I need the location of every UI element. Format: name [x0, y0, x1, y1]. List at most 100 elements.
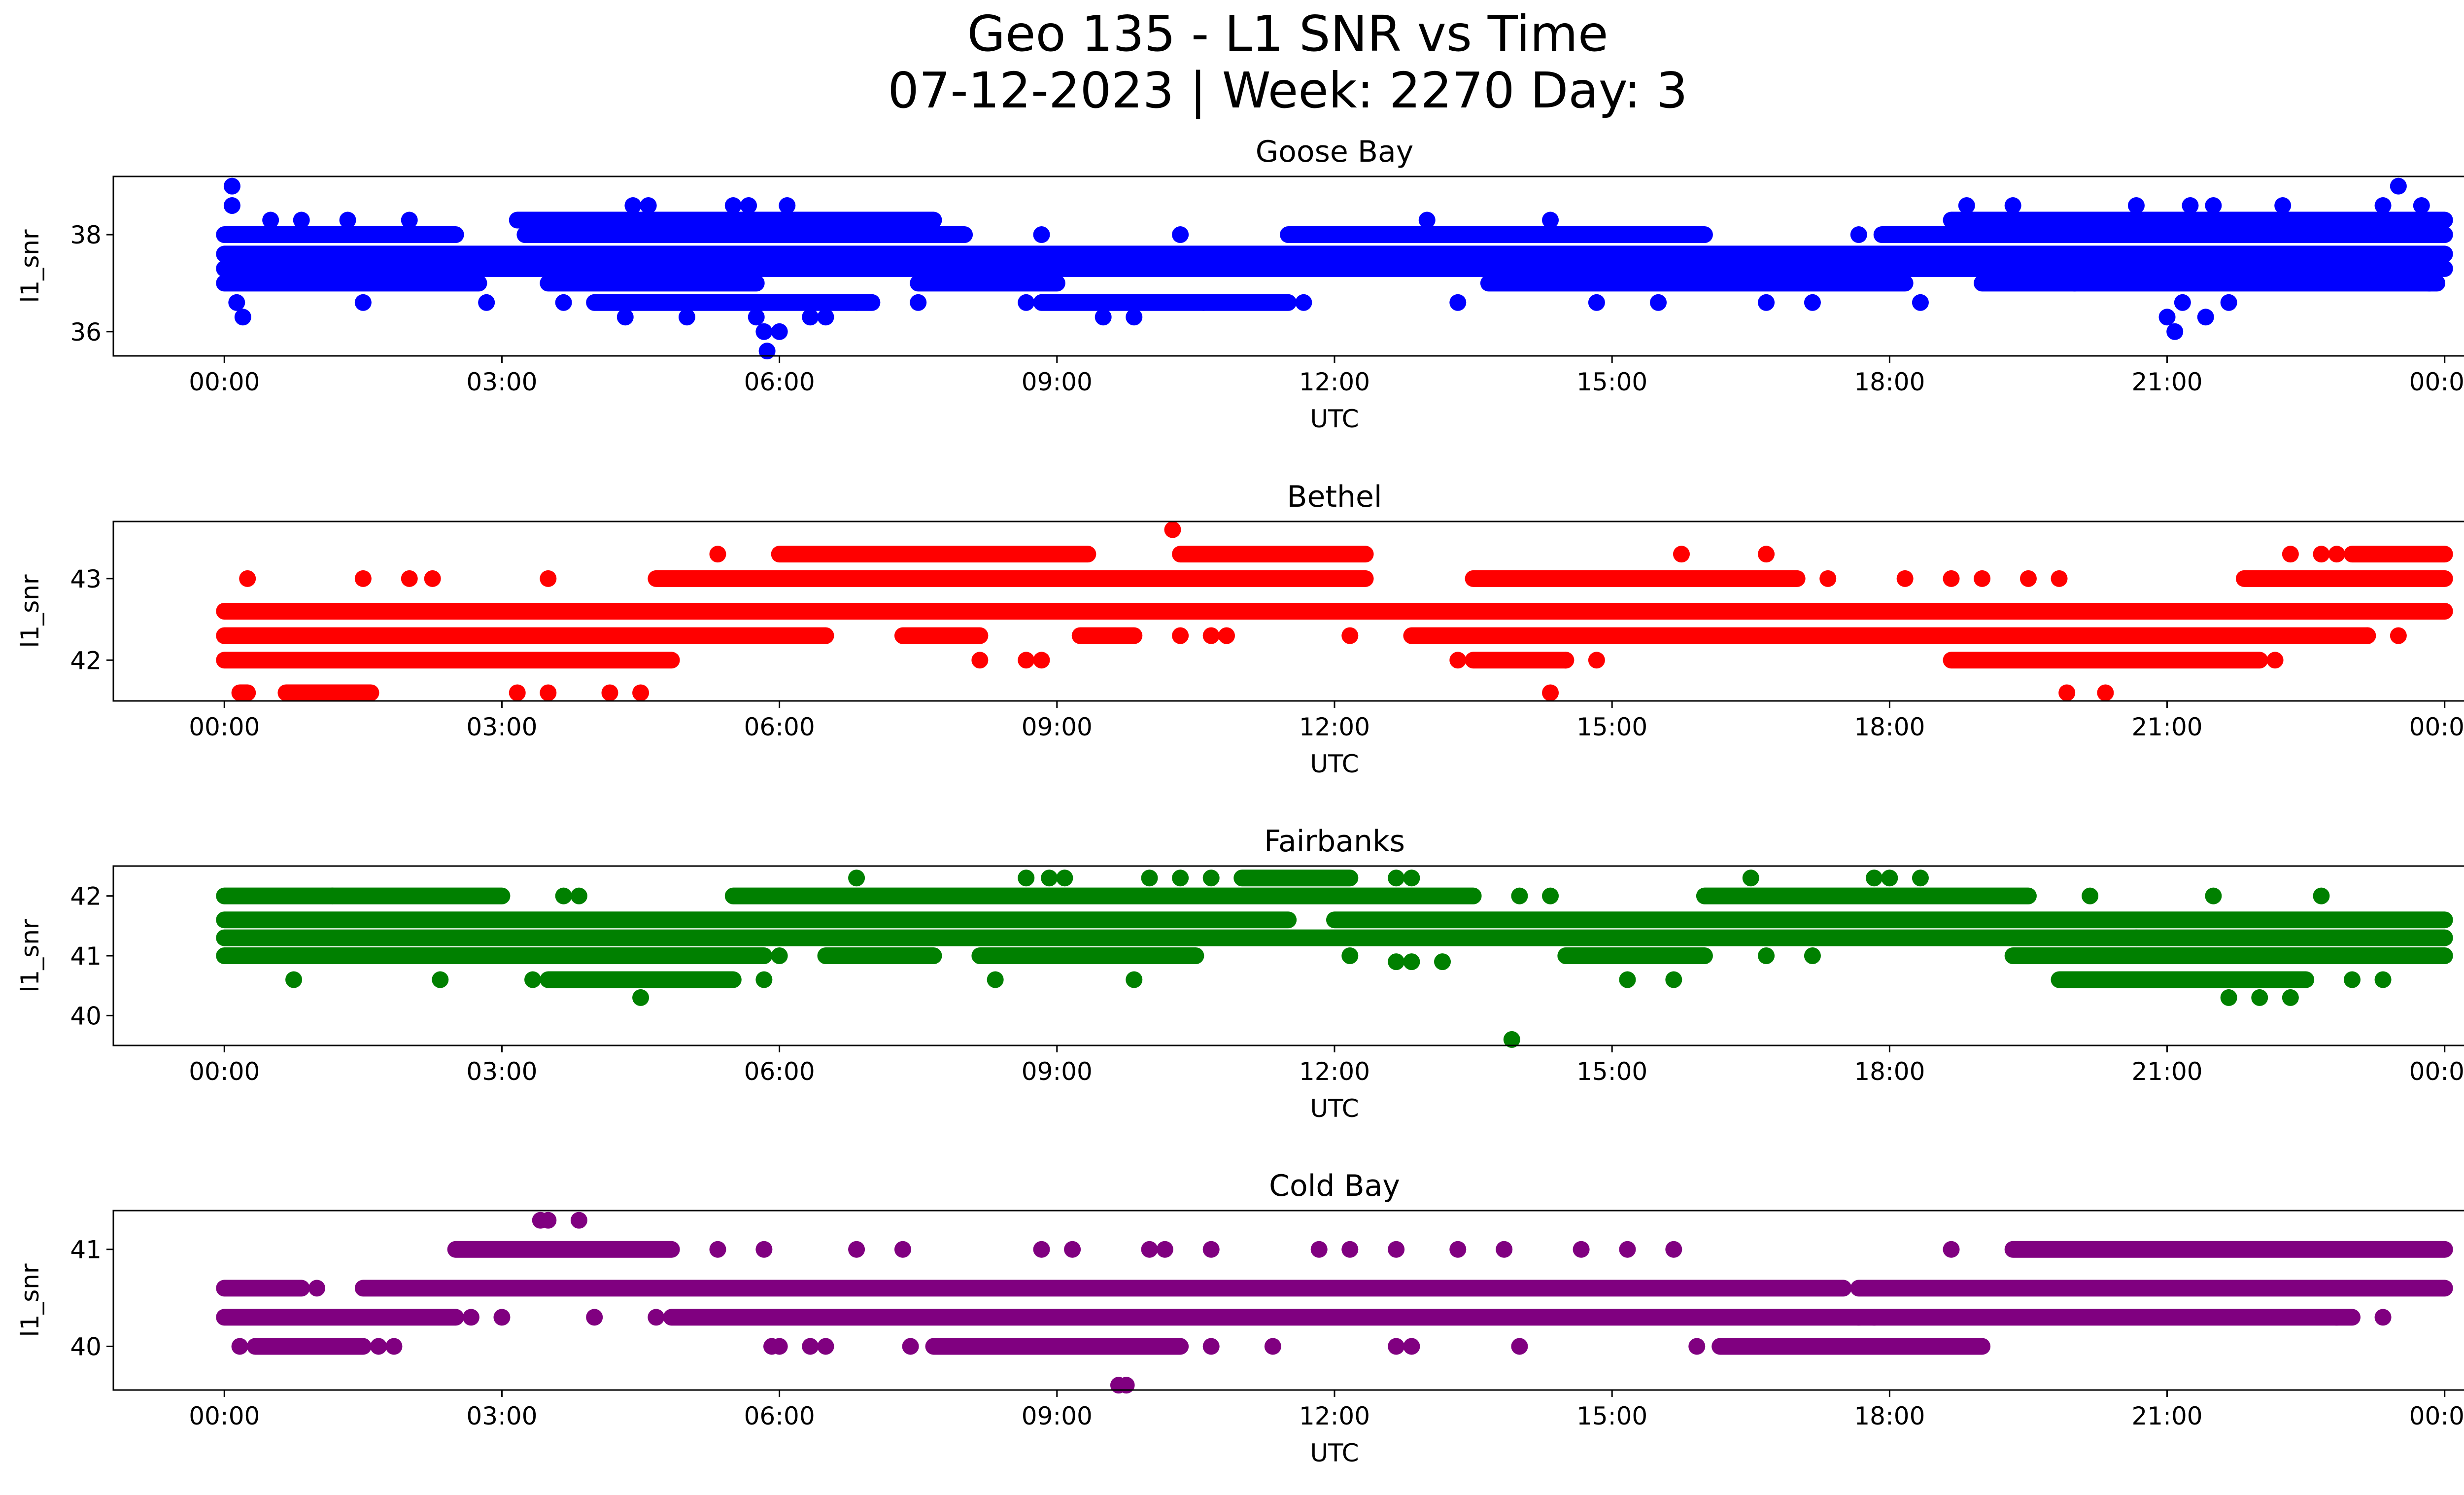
- data-point-16: [724, 197, 742, 214]
- x-tick-label: 12:00: [1299, 1402, 1370, 1430]
- x-tick-label: 21:00: [2131, 368, 2202, 396]
- x-tick-label: 00:00: [2409, 368, 2464, 396]
- data-point-44: [1958, 197, 1975, 214]
- data-point-10: [648, 1309, 665, 1326]
- data-point-40: [1688, 1338, 1706, 1355]
- data-point-30: [1341, 1241, 1359, 1258]
- data-point-42: [1850, 226, 1867, 243]
- data-point-25: [1434, 953, 1451, 971]
- data-point-36: [2359, 627, 2376, 644]
- x-tick-label: 03:00: [466, 1057, 537, 1086]
- data-point-28: [2019, 570, 2037, 587]
- data-point-8: [401, 211, 418, 229]
- data-point-40: [1758, 294, 1775, 311]
- data-point-29: [1095, 309, 1112, 326]
- data-point-36: [1449, 294, 1467, 311]
- data-point-17: [1341, 627, 1359, 644]
- data-point-18: [1449, 652, 1467, 669]
- data-point-26: [1503, 1031, 1520, 1048]
- data-point-45: [2374, 971, 2392, 988]
- y-axis-label: l1_snr: [16, 229, 44, 303]
- data-point-34: [1449, 1241, 1467, 1258]
- data-point-36: [1511, 1338, 1528, 1355]
- x-tick-label: 12:00: [1299, 713, 1370, 741]
- data-point-42: [1866, 1309, 1883, 1326]
- data-point-37: [1573, 1241, 1590, 1258]
- data-point-50: [2174, 294, 2191, 311]
- data-point-34: [1372, 226, 1389, 243]
- data-point-4: [555, 887, 572, 904]
- x-axis-label: UTC: [1310, 1439, 1359, 1467]
- data-layer: [216, 869, 2453, 1048]
- data-point-13: [624, 197, 642, 214]
- panel-title: Goose Bay: [1256, 135, 1414, 169]
- data-point-13: [1018, 869, 1035, 887]
- data-point-7: [601, 684, 618, 701]
- data-point-54: [2220, 294, 2237, 311]
- data-point-44: [2344, 971, 2361, 988]
- data-point-2: [432, 971, 449, 988]
- data-point-33: [1403, 1338, 1420, 1355]
- x-axis-label: UTC: [1310, 405, 1359, 433]
- x-tick-label: 09:00: [1022, 1402, 1093, 1430]
- data-point-23: [1118, 1377, 1135, 1394]
- data-point-21: [1388, 869, 1405, 887]
- data-point-28: [1542, 887, 1559, 904]
- y-tick-label: 41: [70, 1236, 102, 1264]
- data-point-33: [1804, 947, 1821, 964]
- data-point-33: [1295, 294, 1312, 311]
- data-point-39: [1650, 294, 1667, 311]
- data-point-59: [2413, 197, 2430, 214]
- data-point-43: [2313, 887, 2330, 904]
- data-point-22: [779, 197, 796, 214]
- data-point-35: [1418, 211, 1436, 229]
- data-point-58: [2390, 177, 2407, 195]
- data-point-2: [228, 294, 245, 311]
- data-point-57: [2374, 197, 2392, 214]
- data-point-9: [586, 1309, 603, 1326]
- data-point-19: [1542, 684, 1559, 701]
- x-tick-label: 06:00: [744, 368, 815, 396]
- data-point-24: [1819, 570, 1837, 587]
- x-tick-label: 00:00: [189, 713, 260, 741]
- data-point-21: [1588, 652, 1605, 669]
- data-point-33: [2282, 546, 2299, 563]
- y-tick-label: 40: [70, 1332, 102, 1361]
- x-tick-label: 12:00: [1299, 1057, 1370, 1086]
- x-tick-label: 15:00: [1576, 368, 1647, 396]
- data-point-18: [748, 309, 765, 326]
- y-tick-label: 40: [70, 1002, 102, 1030]
- data-point-14: [1041, 869, 1058, 887]
- chart-panel-cold-bay: 00:00 03:00 06:00 09:00 12:00 15:00 18:00 21:00…: [16, 1169, 2464, 1467]
- data-point-10: [971, 652, 989, 669]
- data-point-14: [640, 197, 657, 214]
- panel-title: Fairbanks: [1264, 824, 1405, 859]
- data-point-22: [1403, 869, 1420, 887]
- data-point-24: [817, 309, 834, 326]
- x-tick-label: 00:00: [189, 368, 260, 396]
- x-tick-label: 15:00: [1576, 713, 1647, 741]
- data-point-31: [1172, 226, 1189, 243]
- x-tick-label: 00:00: [2409, 1057, 2464, 1086]
- data-point-12: [987, 971, 1004, 988]
- y-tick-label: 43: [70, 565, 102, 593]
- data-point-0: [223, 177, 240, 195]
- data-point-60: [2421, 275, 2438, 292]
- data-point-19: [902, 1338, 919, 1355]
- data-point-45: [2374, 1309, 2392, 1326]
- x-tick-label: 06:00: [744, 713, 815, 741]
- x-tick-label: 18:00: [1854, 1402, 1925, 1430]
- data-point-41: [1804, 294, 1821, 311]
- x-tick-label: 21:00: [2131, 1057, 2202, 1086]
- data-point-9: [848, 869, 865, 887]
- data-point-39: [1665, 1241, 1682, 1258]
- x-tick-label: 18:00: [1854, 368, 1925, 396]
- data-layer: [216, 1212, 2453, 1394]
- data-point-29: [2051, 570, 2068, 587]
- data-point-16: [1218, 627, 1235, 644]
- data-point-9: [709, 546, 726, 563]
- data-point-23: [1758, 546, 1775, 563]
- data-point-24: [1141, 1241, 1158, 1258]
- x-axis-label: UTC: [1310, 1094, 1359, 1123]
